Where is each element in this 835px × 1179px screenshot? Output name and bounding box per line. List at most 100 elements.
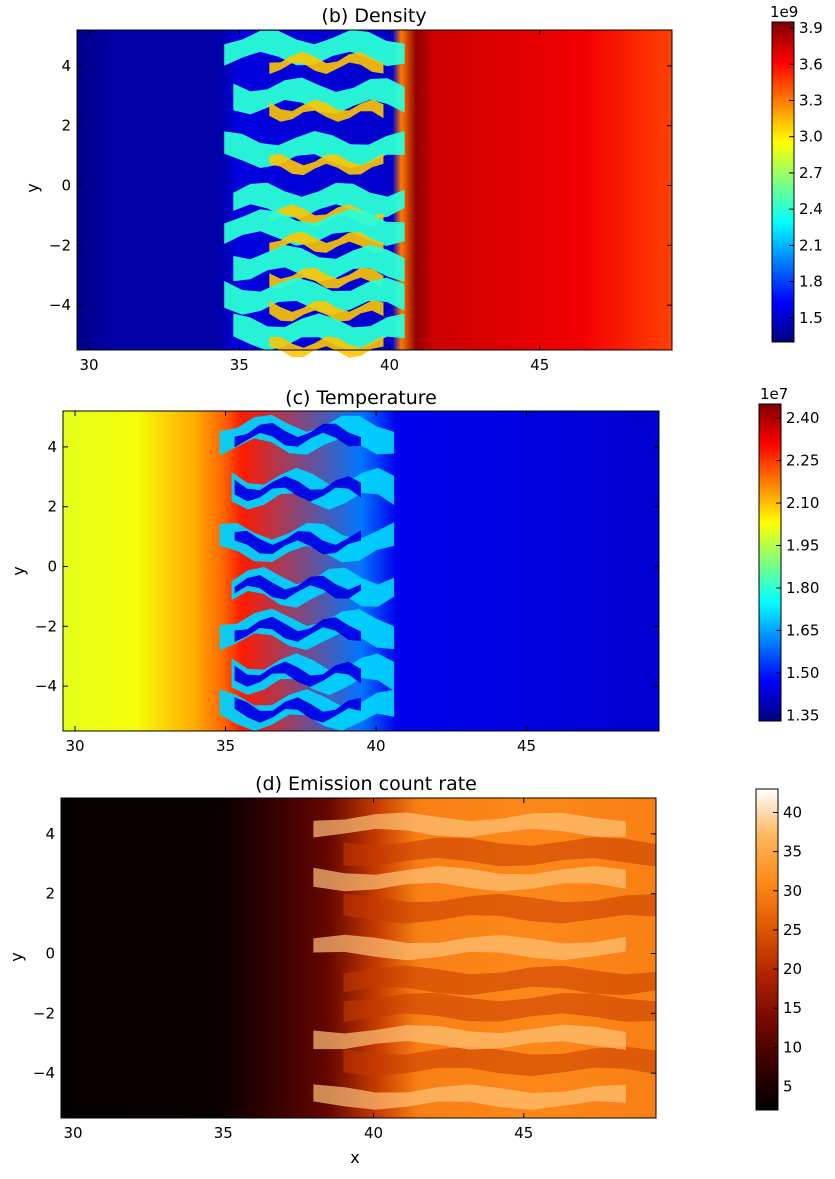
colorbar-frame (755, 788, 779, 1111)
x-tick-label: 45 (530, 356, 549, 374)
temperature-title: (c) Temperature (285, 387, 437, 409)
emission-colorbar: 5 10 15 20 25 30 35 40 (755, 788, 802, 1111)
emission-xlabel: x (350, 1148, 359, 1167)
emission-plot (60, 797, 657, 1119)
colorbar-tick-label: 1.5 (799, 309, 823, 327)
colorbar-tick-label: 3.9 (799, 19, 823, 37)
density-mixing-finger-core (269, 267, 384, 289)
y-tick-label: −4 (33, 1064, 55, 1082)
colorbar-tick-label: 2.40 (786, 409, 819, 427)
panel-temperature: (c) Temperature y 30 35 40 45 420−2−4 1.351… (9, 385, 819, 755)
emission-ylabel: y (7, 952, 26, 961)
temperature-mixing-finger-core (234, 530, 361, 555)
temperature-mixing-finger-core (234, 422, 361, 448)
emission-bright-streak (313, 1024, 626, 1050)
density-title: (b) Density (321, 5, 426, 27)
temperature-mixing-finger-core (234, 661, 361, 687)
density-yticks: 4 2 0 −2 −4 (49, 57, 672, 314)
emission-frame (60, 797, 657, 1119)
colorbar-tick-label: 40 (783, 803, 802, 821)
colorbar-tick-label: 2.7 (799, 164, 823, 182)
colorbar-tick-label: 20 (783, 960, 802, 978)
x-tick-label: 45 (514, 1124, 533, 1142)
emission-bright-streak (313, 1084, 626, 1110)
density-mixing-finger (233, 182, 405, 219)
x-tick-label: 40 (364, 1124, 383, 1142)
colorbar-tick-label: 15 (783, 999, 802, 1017)
density-mixing-finger-core (269, 300, 384, 322)
density-ylabel: y (23, 183, 42, 192)
x-tick-label: 30 (79, 356, 98, 374)
emission-dark-band (343, 993, 656, 1022)
emission-dark-band (343, 893, 656, 924)
temperature-plot (62, 410, 660, 732)
density-mixing-finger (224, 208, 405, 246)
colorbar-tick-label: 5 (783, 1078, 793, 1096)
temperature-colorbar: 1.35 1.50 1.65 1.80 1.95 2.10 2.25 2.40 (758, 403, 819, 724)
colorbar-tick-label: 1.50 (786, 664, 819, 682)
temperature-xticks: 30 35 40 45 (65, 411, 536, 755)
emission-bright-streak (313, 866, 626, 892)
density-mixing-finger-core (269, 51, 384, 75)
y-tick-label: −4 (35, 677, 57, 695)
colorbar-tick-label: 2.25 (786, 452, 819, 470)
density-colorbar-exponent: 1e9 (770, 3, 798, 21)
emission-dark-band (343, 837, 656, 867)
density-colorbar: 1.5 1.8 2.1 2.4 2.7 3.0 3.3 3.6 3.9 (771, 19, 823, 343)
temperature-yticks: 4 2 0 −2 −4 (35, 438, 659, 695)
y-tick-label: 0 (47, 558, 57, 576)
x-tick-label: 40 (380, 356, 399, 374)
colorbar-tick-label: 1.95 (786, 537, 819, 555)
colorbar-tick-label: 1.80 (786, 579, 819, 597)
emission-dark-band (343, 965, 656, 996)
emission-bright-streak (313, 934, 626, 961)
emission-title: (d) Emission count rate (255, 773, 477, 795)
density-mixing-finger (233, 77, 405, 115)
colorbar-tick-label: 1.65 (786, 621, 819, 639)
temperature-mixing-finger-core (234, 476, 361, 502)
density-mixing-finger-core (269, 204, 384, 227)
colorbar-tick-label: 35 (783, 843, 802, 861)
colorbar-frame (758, 403, 782, 722)
x-tick-label: 30 (63, 1124, 82, 1142)
colorbar-tick-label: 2.1 (799, 236, 823, 254)
temperature-mixing-finger (231, 467, 395, 510)
x-tick-label: 35 (230, 356, 249, 374)
y-tick-label: 4 (61, 57, 71, 75)
density-mixing-finger-core (269, 153, 384, 176)
density-xticks: 30 35 40 45 (79, 30, 549, 374)
y-tick-label: 0 (45, 945, 55, 963)
y-tick-label: 2 (61, 117, 71, 135)
density-mixing-finger-core (269, 231, 384, 254)
panel-density: (b) Density y 30 35 40 45 4 2 0 −2 −4 1.5 1.8 2.1… (23, 3, 823, 374)
colorbar-tick-label: 30 (783, 882, 802, 900)
colorbar-gradient (772, 22, 794, 342)
temperature-mixing-finger-core (234, 575, 361, 600)
temperature-ylabel: y (9, 566, 28, 575)
y-tick-label: 2 (47, 498, 57, 516)
density-mixing-finger-core (269, 99, 384, 122)
colorbar-tick-label: 10 (783, 1038, 802, 1056)
emission-bright-streak (313, 812, 626, 838)
colorbar-tick-label: 2.10 (786, 494, 819, 512)
colorbar-tick-label: 1.35 (786, 706, 819, 724)
x-tick-label: 40 (367, 737, 386, 755)
colorbar-tick-label: 2.4 (799, 200, 823, 218)
temperature-mixing-finger-core (234, 697, 361, 723)
y-tick-label: −2 (49, 236, 71, 254)
temperature-mixing-finger (231, 567, 395, 608)
y-tick-label: 2 (45, 885, 55, 903)
colorbar-gradient (756, 789, 778, 1110)
colorbar-frame (771, 21, 795, 343)
density-plot (76, 29, 673, 358)
x-tick-label: 35 (216, 737, 235, 755)
temperature-mixing-finger (231, 653, 395, 696)
temperature-colorbar-exponent: 1e7 (760, 385, 788, 403)
density-mixing-finger (233, 244, 405, 282)
colorbar-tick-label: 3.0 (799, 128, 823, 146)
colorbar-tick-label: 1.8 (799, 273, 823, 291)
density-frame (76, 29, 673, 351)
y-tick-label: −2 (35, 617, 57, 635)
emission-xticks: 30 35 40 45 (63, 798, 533, 1142)
